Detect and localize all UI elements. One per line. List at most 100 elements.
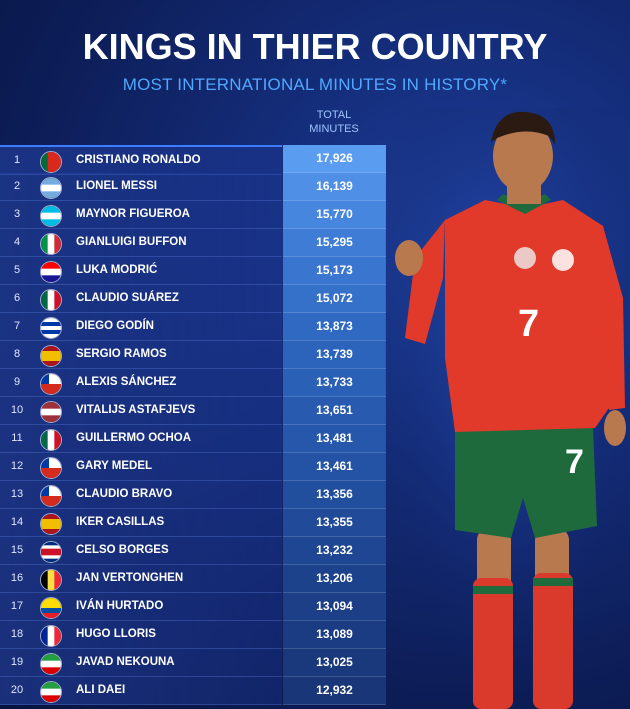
- table-row: 16 JAN VERTONGHEN 13,206: [0, 565, 390, 593]
- rank-number: 12: [10, 460, 24, 472]
- rank-number: 3: [13, 208, 21, 220]
- row-name-cell: 18 HUGO LLORIS: [0, 621, 282, 649]
- rank-number: 17: [10, 600, 24, 612]
- france-flag-icon: [40, 625, 62, 647]
- player-name: IKER CASILLAS: [76, 516, 165, 528]
- ecuador-flag-icon: [40, 597, 62, 619]
- chile-flag-icon: [40, 485, 62, 507]
- minutes-value: 13,651: [283, 397, 386, 425]
- player-name: SERGIO RAMOS: [76, 348, 167, 360]
- row-name-cell: 10 VITALIJS ASTAFJEVS: [0, 397, 282, 425]
- table-row: 19 JAVAD NEKOUNA 13,025: [0, 649, 390, 677]
- row-name-cell: 13 CLAUDIO BRAVO: [0, 481, 282, 509]
- minutes-value: 13,481: [283, 425, 386, 453]
- player-name: VITALIJS ASTAFJEVS: [76, 404, 196, 416]
- column-header-line1: TOTAL: [316, 109, 352, 121]
- minutes-value: 15,072: [283, 285, 386, 313]
- table-row: 5 LUKA MODRIĆ 15,173: [0, 257, 390, 285]
- row-name-cell: 12 GARY MEDEL: [0, 453, 282, 481]
- chile-flag-icon: [40, 457, 62, 479]
- rank-number: 16: [10, 572, 24, 584]
- minutes-value: 13,232: [283, 537, 386, 565]
- minutes-value: 13,094: [283, 593, 386, 621]
- rank-number: 18: [10, 628, 24, 640]
- player-name: LUKA MODRIĆ: [76, 264, 158, 276]
- minutes-value: 13,355: [283, 509, 386, 537]
- player-name: IVÁN HURTADO: [76, 600, 164, 612]
- rankings-table: 1 CRISTIANO RONALDO 17,926 2 LIONEL MESSI 16,…: [0, 145, 390, 705]
- rank-number: 4: [13, 236, 21, 248]
- minutes-value: 15,295: [283, 229, 386, 257]
- jersey-number: 7: [518, 303, 539, 345]
- minutes-value: 13,739: [283, 341, 386, 369]
- table-row: 8 SERGIO RAMOS 13,739: [0, 341, 390, 369]
- table-row: 17 IVÁN HURTADO 13,094: [0, 593, 390, 621]
- table-row: 18 HUGO LLORIS 13,089: [0, 621, 390, 649]
- belgium-flag-icon: [40, 569, 62, 591]
- iran-flag-icon: [40, 653, 62, 675]
- row-name-cell: 6 CLAUDIO SUÁREZ: [0, 285, 282, 313]
- spain-flag-icon: [40, 345, 62, 367]
- row-name-cell: 4 GIANLUIGI BUFFON: [0, 229, 282, 257]
- honduras-flag-icon: [40, 205, 62, 227]
- rank-number: 20: [10, 684, 24, 696]
- row-name-cell: 3 MAYNOR FIGUEROA: [0, 201, 282, 229]
- player-name: LIONEL MESSI: [76, 180, 157, 192]
- rank-number: 1: [13, 154, 21, 166]
- spain-flag-icon: [40, 513, 62, 535]
- rank-number: 6: [13, 292, 21, 304]
- mexico-flag-icon: [40, 429, 62, 451]
- mexico-flag-icon: [40, 289, 62, 311]
- row-name-cell: 7 DIEGO GODÍN: [0, 313, 282, 341]
- latvia-flag-icon: [40, 401, 62, 423]
- chile-flag-icon: [40, 373, 62, 395]
- rank-number: 10: [10, 404, 24, 416]
- player-name: CLAUDIO SUÁREZ: [76, 292, 179, 304]
- page-subtitle: MOST INTERNATIONAL MINUTES IN HISTORY*: [122, 75, 508, 94]
- player-name: GIANLUIGI BUFFON: [76, 236, 187, 248]
- table-row: 2 LIONEL MESSI 16,139: [0, 173, 390, 201]
- rank-number: 5: [13, 264, 21, 276]
- minutes-value: 13,089: [283, 621, 386, 649]
- row-name-cell: 1 CRISTIANO RONALDO: [0, 145, 282, 175]
- table-row: 15 CELSO BORGES 13,232: [0, 537, 390, 565]
- player-name: CELSO BORGES: [76, 544, 169, 556]
- minutes-value: 15,770: [283, 201, 386, 229]
- rank-number: 8: [13, 348, 21, 360]
- player-name: MAYNOR FIGUEROA: [76, 208, 190, 220]
- row-name-cell: 8 SERGIO RAMOS: [0, 341, 282, 369]
- rank-number: 14: [10, 516, 24, 528]
- player-name: ALEXIS SÁNCHEZ: [76, 376, 177, 388]
- table-row: 1 CRISTIANO RONALDO 17,926: [0, 145, 390, 175]
- column-header-total-minutes: TOTAL MINUTES: [282, 108, 386, 136]
- table-row: 7 DIEGO GODÍN 13,873: [0, 313, 390, 341]
- rank-number: 15: [10, 544, 24, 556]
- rank-number: 11: [11, 432, 23, 444]
- minutes-value: 17,926: [283, 145, 386, 173]
- table-row: 9 ALEXIS SÁNCHEZ 13,733: [0, 369, 390, 397]
- row-name-cell: 9 ALEXIS SÁNCHEZ: [0, 369, 282, 397]
- player-name: GARY MEDEL: [76, 460, 153, 472]
- row-name-cell: 17 IVÁN HURTADO: [0, 593, 282, 621]
- iran-flag-icon: [40, 681, 62, 703]
- costa-rica-flag-icon: [40, 541, 62, 563]
- row-name-cell: 20 ALI DAEI: [0, 677, 282, 705]
- minutes-value: 13,356: [283, 481, 386, 509]
- row-name-cell: 5 LUKA MODRIĆ: [0, 257, 282, 285]
- table-row: 14 IKER CASILLAS 13,355: [0, 509, 390, 537]
- player-name: ALI DAEI: [76, 684, 126, 696]
- table-row: 3 MAYNOR FIGUEROA 15,770: [0, 201, 390, 229]
- table-row: 10 VITALIJS ASTAFJEVS 13,651: [0, 397, 390, 425]
- table-row: 13 CLAUDIO BRAVO 13,356: [0, 481, 390, 509]
- player-name: JAN VERTONGHEN: [76, 572, 184, 584]
- minutes-value: 15,173: [283, 257, 386, 285]
- row-name-cell: 14 IKER CASILLAS: [0, 509, 282, 537]
- minutes-value: 13,206: [283, 565, 386, 593]
- italy-flag-icon: [40, 233, 62, 255]
- rank-number: 2: [13, 180, 21, 192]
- table-row: 11 GUILLERMO OCHOA 13,481: [0, 425, 390, 453]
- rank-number: 9: [13, 376, 21, 388]
- row-name-cell: 11 GUILLERMO OCHOA: [0, 425, 282, 453]
- rank-number: 13: [10, 488, 24, 500]
- player-name: CRISTIANO RONALDO: [76, 154, 201, 166]
